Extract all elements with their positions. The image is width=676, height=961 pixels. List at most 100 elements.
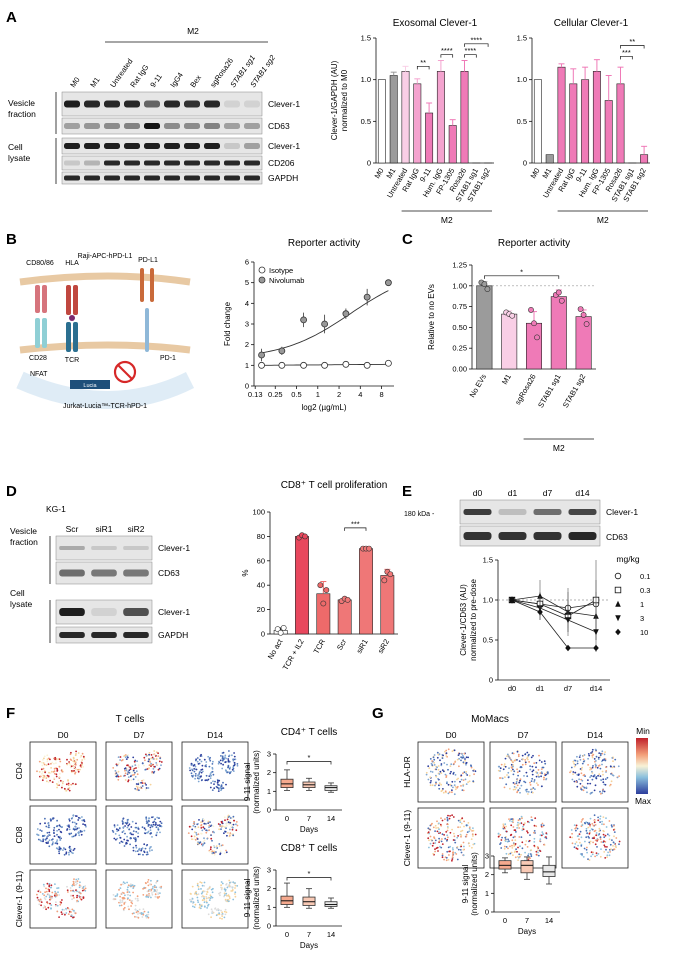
x-tick-label: 2 bbox=[337, 390, 341, 399]
tsne-dot bbox=[467, 781, 469, 784]
tsne-dot bbox=[72, 757, 75, 760]
tsne-dot bbox=[453, 749, 456, 752]
tsne-dot bbox=[464, 778, 467, 781]
tsne-dot bbox=[138, 847, 141, 850]
tsne-dot bbox=[121, 901, 124, 903]
tsne-dot bbox=[574, 771, 577, 774]
tsne-dot bbox=[212, 780, 214, 783]
tsne-dot bbox=[122, 826, 125, 828]
tsne-dot bbox=[507, 775, 510, 778]
blot-label: CD63 bbox=[158, 568, 180, 578]
tsne-dot bbox=[61, 826, 63, 828]
tsne-dot bbox=[152, 823, 155, 826]
tsne-dot bbox=[41, 771, 44, 773]
tsne-dot bbox=[54, 756, 57, 759]
tsne-dot bbox=[575, 824, 578, 827]
tsne-dot bbox=[436, 820, 438, 823]
tsne-dot bbox=[517, 789, 520, 791]
tsne-dot bbox=[190, 762, 193, 765]
tsne-dot bbox=[585, 827, 588, 830]
tsne-dot bbox=[445, 859, 448, 862]
tsne-dot bbox=[69, 758, 72, 761]
tsne-dot bbox=[129, 894, 132, 897]
tsne-dot bbox=[506, 755, 508, 758]
tsne-dot bbox=[223, 832, 225, 835]
tsne-dot bbox=[452, 848, 454, 851]
schematic-top-membrane bbox=[19, 272, 191, 286]
tsne-dot bbox=[197, 901, 200, 903]
tsne-dot bbox=[133, 771, 136, 774]
data-point bbox=[580, 312, 587, 318]
tsne-dot bbox=[156, 816, 159, 819]
tsne-dot bbox=[233, 764, 236, 767]
blot-a-row3-band bbox=[164, 160, 180, 166]
tsne-dot bbox=[197, 823, 199, 825]
tsne-dot bbox=[518, 781, 521, 784]
tsne-dot bbox=[73, 878, 75, 880]
tsne-dot bbox=[128, 769, 131, 772]
tsne-dot bbox=[55, 762, 57, 764]
tsne-dot bbox=[465, 824, 468, 826]
tsne-dot bbox=[530, 855, 533, 858]
tsne-dot bbox=[230, 890, 233, 892]
tsne-dot bbox=[591, 754, 594, 757]
tsne-dot bbox=[587, 858, 589, 860]
tsne-dot bbox=[434, 842, 437, 844]
tsne-dot bbox=[441, 853, 444, 855]
tsne-dot bbox=[575, 826, 578, 829]
tsne-dot bbox=[465, 756, 468, 759]
tsne-dot bbox=[229, 832, 232, 834]
bar bbox=[533, 79, 542, 164]
tsne-dot bbox=[45, 764, 48, 766]
tsne-dot bbox=[518, 827, 520, 829]
tsne-dot bbox=[74, 772, 76, 775]
tsne-dot bbox=[153, 888, 156, 891]
tsne-dot bbox=[591, 823, 594, 825]
x-tick-label: 14 bbox=[327, 930, 335, 939]
tsne-dot bbox=[74, 815, 77, 817]
tsne-dot bbox=[53, 767, 56, 770]
tsne-dot bbox=[503, 763, 506, 766]
tsne-dot bbox=[461, 817, 464, 820]
tsne-dot bbox=[38, 760, 41, 763]
tsne-dot bbox=[464, 759, 466, 762]
blot-label: Clever-1 bbox=[158, 543, 190, 553]
tsne-dot bbox=[612, 845, 614, 847]
tsne-dot bbox=[598, 830, 601, 833]
tsne-dot bbox=[589, 776, 591, 778]
tsne-dot bbox=[36, 893, 38, 896]
tsne-dot bbox=[115, 828, 118, 831]
tsne-dot bbox=[429, 842, 432, 845]
tsne-dot bbox=[462, 756, 464, 759]
tsne-dot bbox=[219, 891, 222, 894]
bar bbox=[557, 66, 566, 164]
tsne-dot bbox=[227, 894, 230, 897]
tsne-dot bbox=[521, 847, 524, 850]
tsne-dot bbox=[457, 819, 460, 822]
tsne-dot bbox=[129, 885, 132, 887]
tsne-dot bbox=[38, 900, 41, 903]
tsne-dot bbox=[595, 834, 598, 837]
tsne-dot bbox=[516, 827, 518, 829]
tsne-dot bbox=[599, 838, 602, 840]
tsne-dot bbox=[61, 899, 63, 901]
tsne-dot bbox=[137, 916, 140, 919]
tsne-dot bbox=[429, 781, 432, 784]
tsne-g-0-2-frame bbox=[561, 741, 629, 803]
tsne-dot bbox=[579, 830, 582, 833]
tsne-dot bbox=[42, 759, 44, 761]
tsne-dot bbox=[610, 824, 613, 827]
blot-a-row4-strip bbox=[61, 171, 263, 185]
tsne-dot bbox=[457, 754, 460, 756]
tsne-dot bbox=[132, 768, 135, 770]
tsne-dot bbox=[206, 907, 209, 909]
panel-b-schematic: Raji-APC-hPD-L1 CD80/86 HLA PD-L1 CD28 T… bbox=[16, 253, 195, 410]
tsne-dot bbox=[527, 758, 529, 761]
tsne-dot bbox=[603, 844, 606, 847]
tsne-dot bbox=[504, 765, 507, 768]
tsne-dot bbox=[513, 783, 516, 785]
tsne-dot bbox=[509, 852, 512, 855]
tsne-dot bbox=[511, 818, 514, 820]
blot-a-row1-band bbox=[244, 123, 260, 129]
tsne-dot bbox=[513, 786, 516, 788]
